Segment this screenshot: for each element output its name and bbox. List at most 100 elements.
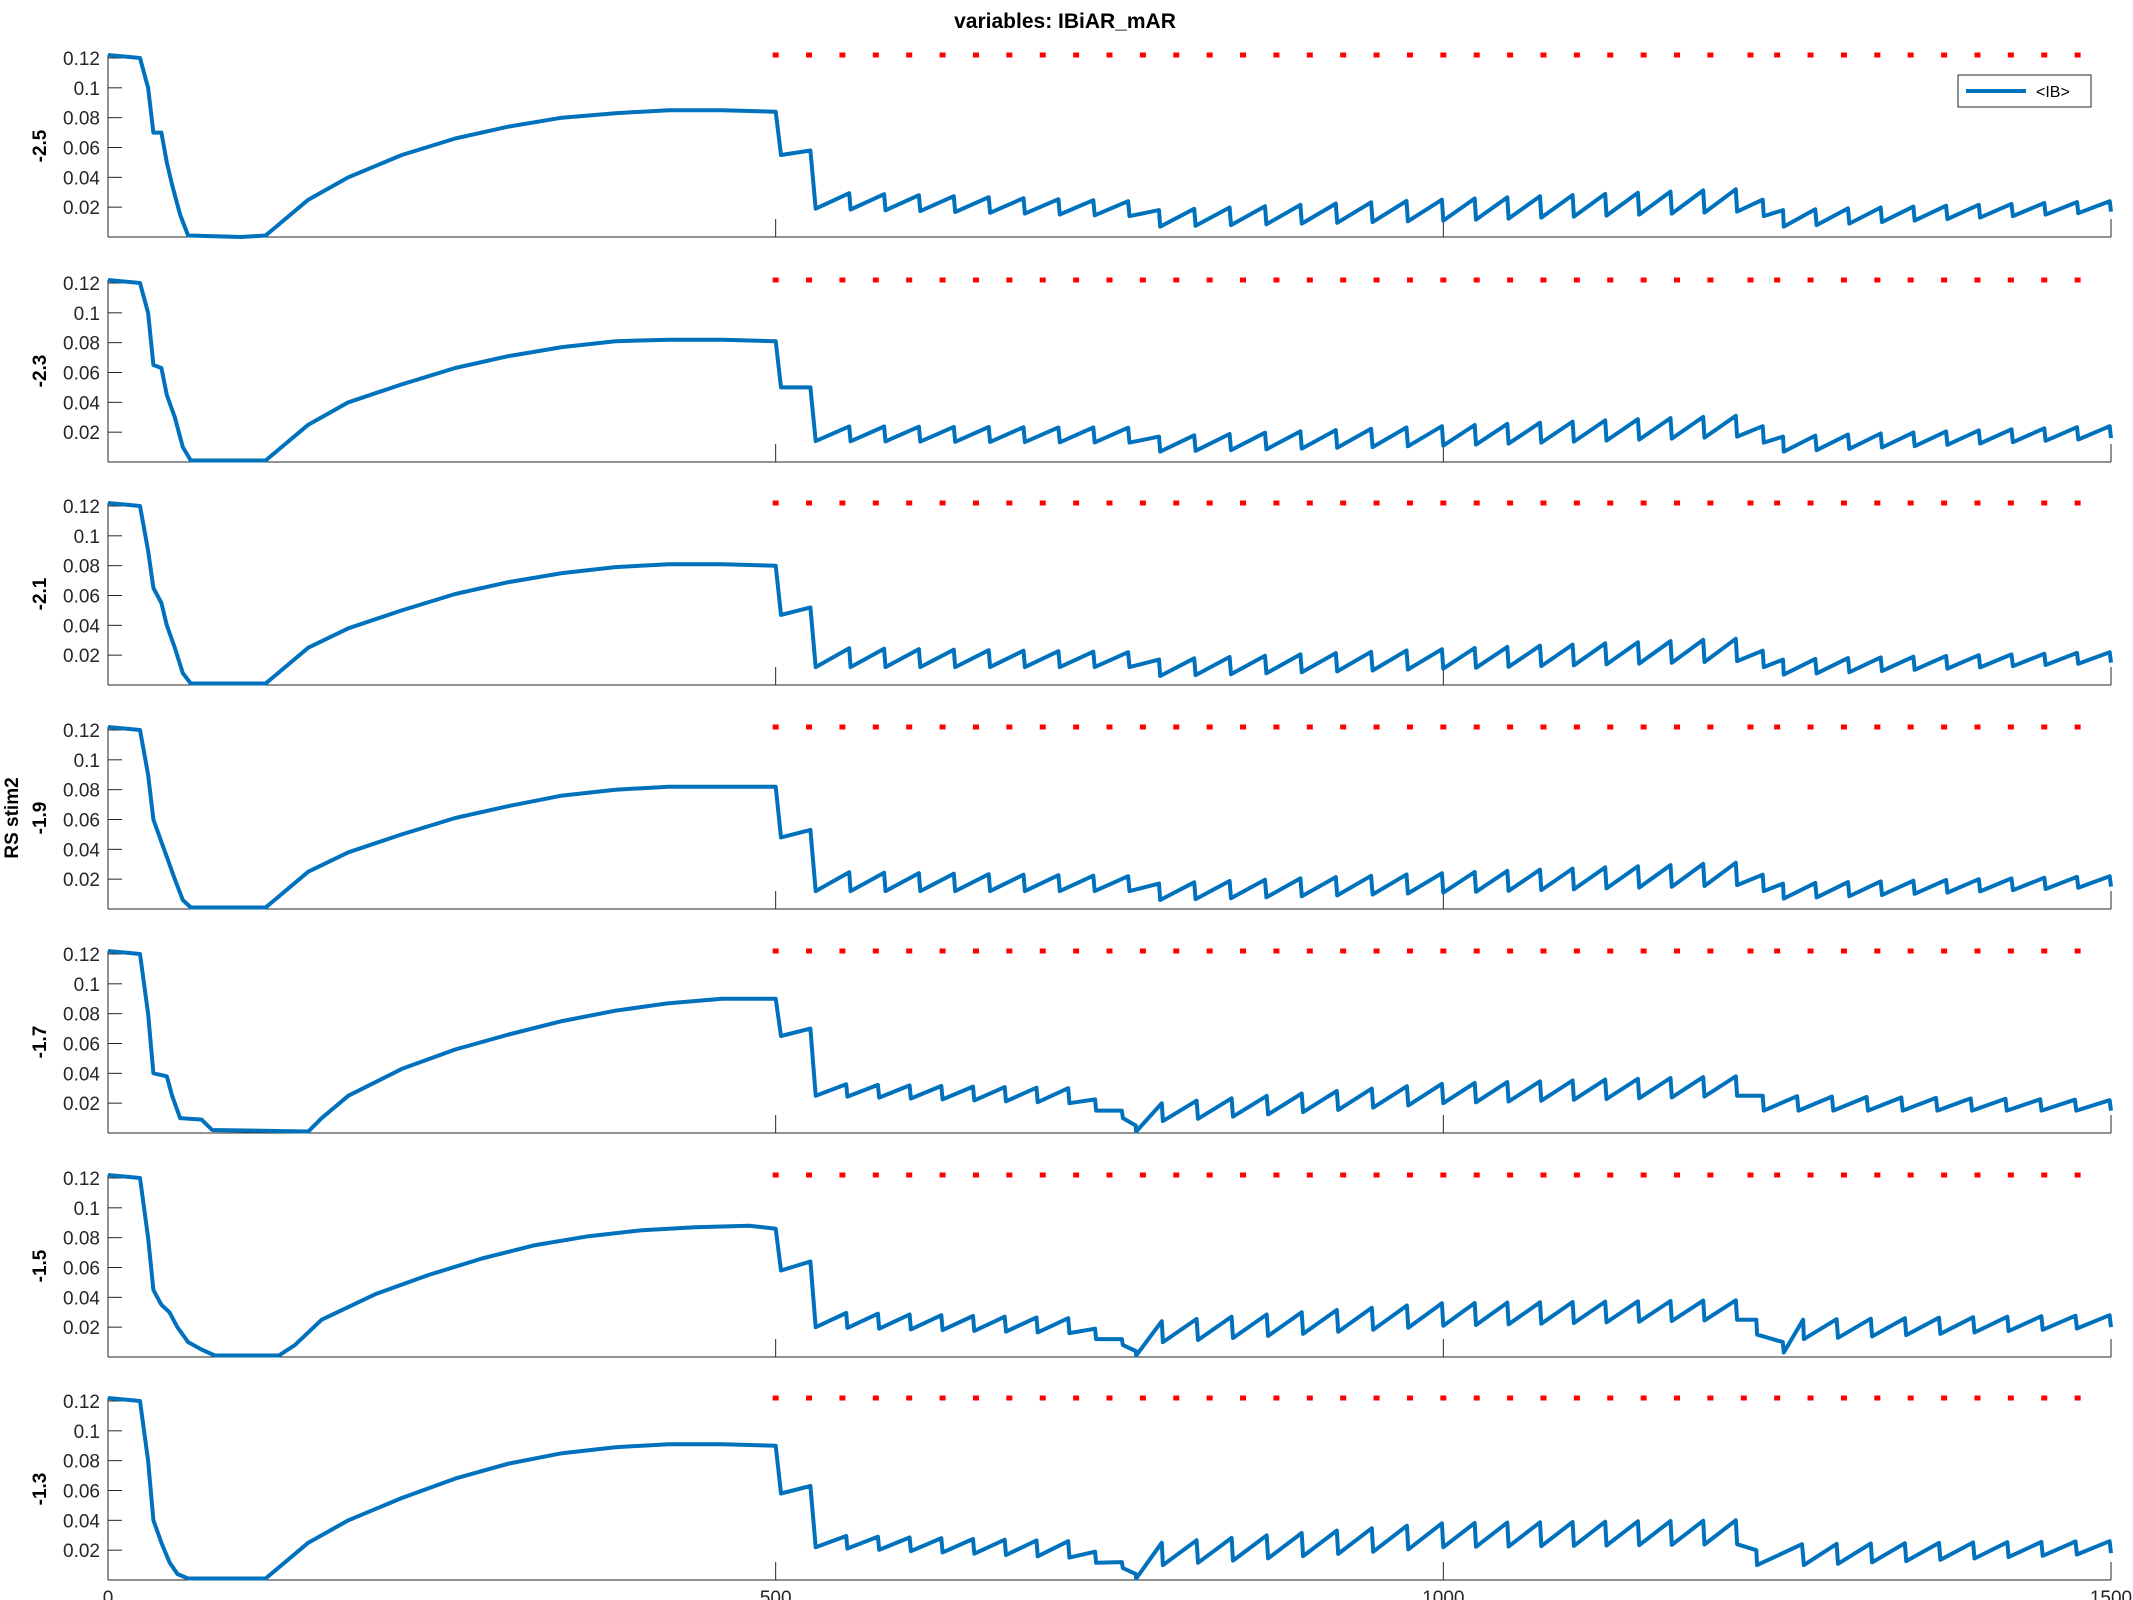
stimulus-marker <box>1640 52 1647 58</box>
stimulus-marker <box>1540 52 1547 58</box>
stimulus-marker <box>1206 500 1213 506</box>
y-tick-label: 0.1 <box>74 304 100 325</box>
y-tick-label: 0.02 <box>63 870 100 891</box>
stimulus-marker <box>1473 500 1480 506</box>
stimulus-marker <box>1907 1172 1914 1178</box>
stimulus-marker <box>1640 277 1647 283</box>
stimulus-marker <box>1006 724 1013 730</box>
stimulus-marker <box>1974 500 1981 506</box>
stimulus-marker <box>1106 948 1113 954</box>
y-tick-label: 0.08 <box>63 1229 100 1250</box>
stimulus-marker <box>1073 1395 1080 1401</box>
stimulus-marker <box>2007 1395 2014 1401</box>
stimulus-marker <box>1774 724 1781 730</box>
stimulus-marker <box>806 724 813 730</box>
stimulus-marker <box>1006 948 1013 954</box>
stimulus-marker <box>1340 724 1347 730</box>
stimulus-marker <box>1507 1395 1514 1401</box>
stimulus-marker <box>2074 724 2081 730</box>
stimulus-marker <box>1747 500 1754 506</box>
y-tick-label: 0.08 <box>63 557 100 578</box>
stimulus-marker <box>1039 724 1046 730</box>
stimulus-marker <box>1974 1395 1981 1401</box>
stimulus-marker <box>1306 1395 1313 1401</box>
stimulus-marker <box>939 277 946 283</box>
stimulus-marker <box>939 500 946 506</box>
stimulus-marker <box>939 724 946 730</box>
stimulus-marker <box>1173 500 1180 506</box>
stimulus-marker <box>1206 1172 1213 1178</box>
stimulus-marker <box>1206 277 1213 283</box>
y-tick-label: 0.12 <box>63 49 100 70</box>
stimulus-marker <box>2041 52 2048 58</box>
stimulus-marker <box>1807 52 1814 58</box>
stimulus-marker <box>1840 1172 1847 1178</box>
stimulus-marker <box>1840 1395 1847 1401</box>
stimulus-marker <box>2074 277 2081 283</box>
stimulus-marker <box>1039 277 1046 283</box>
stimulus-marker <box>1774 1172 1781 1178</box>
stimulus-marker <box>1139 52 1146 58</box>
stimulus-marker <box>839 1172 846 1178</box>
stimulus-marker <box>1941 724 1948 730</box>
stimulus-marker <box>872 1172 879 1178</box>
stimulus-marker <box>1240 500 1247 506</box>
stimulus-marker <box>1941 500 1948 506</box>
stimulus-marker <box>1340 52 1347 58</box>
y-tick-label: 0.04 <box>63 1064 100 1085</box>
stimulus-marker <box>2074 500 2081 506</box>
stimulus-marker <box>1607 948 1614 954</box>
stimulus-marker <box>972 724 979 730</box>
stimulus-marker <box>906 1172 913 1178</box>
stimulus-marker <box>1674 724 1681 730</box>
stimulus-marker <box>1206 52 1213 58</box>
y-tick-label: 0.08 <box>63 109 100 130</box>
stimulus-marker <box>1640 724 1647 730</box>
stimulus-marker <box>1073 948 1080 954</box>
stimulus-marker <box>1440 724 1447 730</box>
stimulus-marker <box>1774 500 1781 506</box>
y-tick-label: 0.04 <box>63 1511 100 1532</box>
stimulus-marker <box>1974 724 1981 730</box>
stimulus-marker <box>1874 948 1881 954</box>
stimulus-marker <box>1540 500 1547 506</box>
stimulus-marker <box>1874 724 1881 730</box>
stimulus-marker <box>1573 1172 1580 1178</box>
stimulus-marker <box>1874 1172 1881 1178</box>
stimulus-marker <box>972 1395 979 1401</box>
stimulus-marker <box>1440 1172 1447 1178</box>
stimulus-marker <box>2041 277 2048 283</box>
stimulus-marker <box>1740 1395 1747 1401</box>
stimulus-marker <box>1473 1172 1480 1178</box>
stimulus-marker <box>1874 52 1881 58</box>
stimulus-marker <box>1139 948 1146 954</box>
y-tick-label: 0.12 <box>63 945 100 966</box>
stimulus-marker <box>1674 277 1681 283</box>
stimulus-marker <box>772 52 779 58</box>
stimulus-marker <box>1941 1172 1948 1178</box>
stimulus-marker <box>839 948 846 954</box>
stimulus-marker <box>1707 277 1714 283</box>
stimulus-marker <box>906 52 913 58</box>
stimulus-marker <box>772 277 779 283</box>
stimulus-marker <box>1840 277 1847 283</box>
stimulus-marker <box>1540 948 1547 954</box>
stimulus-marker <box>1807 277 1814 283</box>
series-line <box>107 725 2113 910</box>
stimulus-marker <box>1907 52 1914 58</box>
stimulus-marker <box>1473 277 1480 283</box>
stimulus-marker <box>1540 1172 1547 1178</box>
stimulus-marker <box>2007 277 2014 283</box>
stimulus-marker <box>1607 1172 1614 1178</box>
y-tick-label: 0.06 <box>63 586 100 607</box>
stimulus-marker <box>1540 724 1547 730</box>
panel-4: 0.02 0.04 0.06 0.08 0.1 0.12 -1.9 <box>30 721 2113 910</box>
y-tick-label: 0.04 <box>63 616 100 637</box>
chart-title: variables: IBiAR_mAR <box>954 10 1176 33</box>
stimulus-marker <box>1106 1172 1113 1178</box>
stimulus-marker <box>1373 948 1380 954</box>
stimulus-marker <box>1373 724 1380 730</box>
y-tick-label: 0.04 <box>63 168 100 189</box>
stimulus-marker <box>1240 948 1247 954</box>
stimulus-marker <box>1440 277 1447 283</box>
